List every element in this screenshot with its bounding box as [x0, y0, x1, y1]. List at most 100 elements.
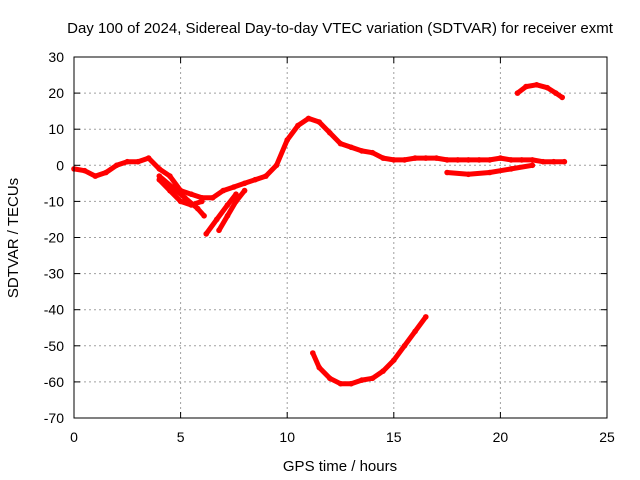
- y-tick-label: -70: [44, 410, 64, 426]
- data-point: [514, 90, 521, 96]
- data-point: [199, 198, 205, 205]
- data-point: [273, 162, 280, 169]
- y-tick-label: -60: [44, 374, 64, 390]
- data-point: [124, 158, 131, 165]
- x-tick-label: 5: [177, 429, 185, 445]
- data-point: [391, 157, 397, 163]
- grid-lines: [74, 57, 607, 418]
- data-point: [465, 171, 472, 178]
- data-point: [156, 173, 163, 179]
- data-point: [337, 140, 344, 147]
- y-axis-label: SDTVAR / TECUs: [5, 178, 22, 298]
- data-point: [182, 195, 188, 201]
- data-series: [71, 82, 568, 387]
- data-point: [518, 157, 525, 163]
- data-point: [233, 198, 239, 205]
- data-point: [391, 357, 397, 364]
- y-tick-label: 30: [48, 49, 64, 65]
- axis-ticks: 0 5 10 15 20 25 -70 -60 -50 -40 -30 -20 -10 0 10 20 30: [44, 49, 615, 445]
- data-point: [113, 162, 120, 169]
- data-point: [209, 195, 216, 201]
- x-tick-label: 10: [279, 429, 295, 445]
- data-point: [544, 84, 551, 91]
- data-point: [135, 158, 141, 165]
- data-point: [412, 155, 418, 161]
- x-axis-label: GPS time / hours: [283, 458, 397, 475]
- data-point: [224, 213, 231, 219]
- series-low-arc: [310, 314, 429, 387]
- data-point: [337, 380, 344, 387]
- data-point: [423, 155, 429, 161]
- series-spur-b: [203, 191, 239, 237]
- data-point: [529, 162, 536, 169]
- data-point: [156, 166, 163, 172]
- data-point: [295, 122, 301, 129]
- y-tick-label: 0: [56, 157, 64, 173]
- data-point: [401, 343, 408, 349]
- data-point: [561, 158, 568, 165]
- data-point: [476, 157, 482, 163]
- data-point: [284, 137, 291, 143]
- data-point: [401, 157, 408, 163]
- data-point: [233, 191, 239, 197]
- data-point: [194, 205, 201, 212]
- data-point: [369, 149, 376, 156]
- data-point: [559, 94, 565, 101]
- data-point: [241, 187, 248, 194]
- y-tick-label: 10: [48, 121, 64, 137]
- data-point: [412, 328, 418, 335]
- chart-title: Day 100 of 2024, Sidereal Day-to-day VTE…: [67, 20, 614, 37]
- data-point: [203, 231, 209, 237]
- data-point: [201, 213, 207, 219]
- data-point: [81, 167, 88, 174]
- data-point: [231, 184, 237, 190]
- y-tick-label: 20: [48, 85, 64, 101]
- y-tick-label: -40: [44, 302, 64, 318]
- data-point: [369, 375, 376, 382]
- y-tick-label: -20: [44, 230, 64, 246]
- data-point: [348, 144, 355, 151]
- x-tick-label: 15: [386, 429, 402, 445]
- data-point: [540, 158, 546, 165]
- data-point: [465, 157, 472, 163]
- data-point: [380, 155, 386, 161]
- data-point: [444, 157, 450, 163]
- data-point: [455, 157, 461, 163]
- data-point: [169, 184, 175, 190]
- data-point: [241, 180, 248, 187]
- data-point: [550, 158, 557, 165]
- data-point: [433, 155, 440, 161]
- data-point: [305, 115, 312, 122]
- data-point: [92, 173, 99, 179]
- data-point: [497, 155, 504, 161]
- data-point: [508, 157, 514, 163]
- data-point: [216, 227, 222, 234]
- data-point: [380, 368, 386, 374]
- y-tick-label: -50: [44, 338, 64, 354]
- data-point: [444, 169, 450, 176]
- data-point: [348, 380, 355, 387]
- data-point: [224, 202, 231, 208]
- data-point: [316, 364, 323, 371]
- data-point: [214, 216, 220, 223]
- series-spur-c: [216, 188, 248, 233]
- data-point: [252, 176, 258, 183]
- x-tick-label: 20: [493, 429, 509, 445]
- data-point: [359, 377, 365, 383]
- data-point: [327, 375, 333, 382]
- y-tick-label: -10: [44, 193, 64, 209]
- data-point: [327, 130, 333, 136]
- x-tick-label: 0: [70, 429, 78, 445]
- data-point: [486, 157, 493, 163]
- data-point: [177, 198, 184, 205]
- data-point: [533, 82, 540, 88]
- data-point: [423, 314, 429, 320]
- data-point: [167, 173, 173, 179]
- data-point: [263, 173, 269, 179]
- data-point: [359, 148, 365, 154]
- data-point: [188, 191, 195, 197]
- data-point: [316, 119, 323, 125]
- x-tick-label: 25: [599, 429, 615, 445]
- data-point: [523, 83, 529, 90]
